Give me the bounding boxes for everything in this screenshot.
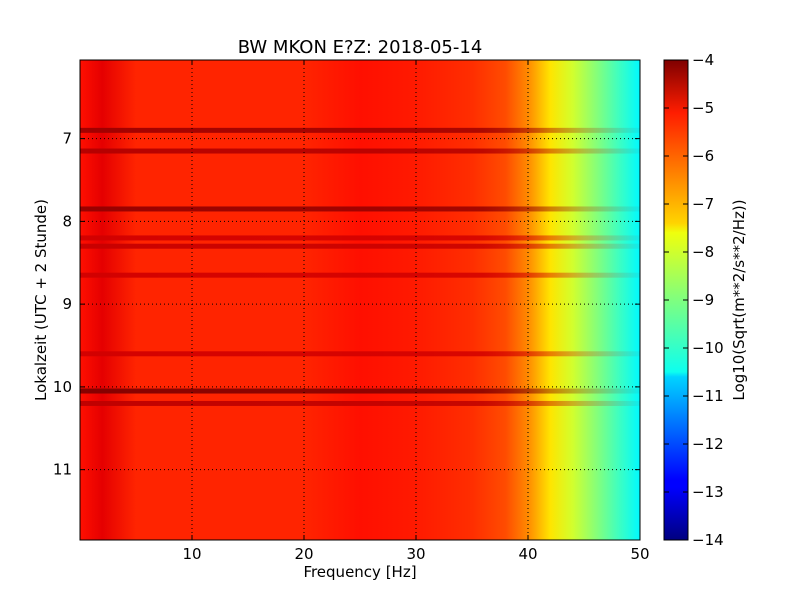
heatmap-band xyxy=(80,235,640,241)
plot-frame xyxy=(79,59,641,541)
spectrogram-bands xyxy=(80,127,640,406)
y-axis-label: Lokalzeit (UTC + 2 Stunde) xyxy=(32,199,50,401)
colorbar-ticks: −4 −5 −6 −7 −8 −9 −10 −11 −12 −13 −14 xyxy=(664,51,724,549)
spectrogram-heatmap xyxy=(80,60,640,540)
x-tick-label: 10 xyxy=(182,545,201,563)
colorbar-tick-label: −10 xyxy=(692,339,724,357)
y-tick-label: 10 xyxy=(53,378,72,396)
x-axis-label: Frequency [Hz] xyxy=(303,563,416,581)
x-tick-label: 30 xyxy=(406,545,425,563)
y-axis-ticks: 7 8 9 10 11 xyxy=(53,130,640,479)
heatmap-band xyxy=(80,272,640,278)
colorbar-tick-label: −6 xyxy=(692,147,714,165)
y-tick-label: 8 xyxy=(62,212,72,230)
x-axis-ticks: 10 20 30 40 50 xyxy=(182,60,650,563)
colorbar-tick-label: −11 xyxy=(692,387,724,405)
colorbar-tick-label: −4 xyxy=(692,51,714,69)
x-tick-label: 40 xyxy=(518,545,537,563)
plot-grid xyxy=(80,60,640,540)
heatmap-band xyxy=(80,400,640,406)
colorbar-tick-label: −7 xyxy=(692,195,714,213)
colorbar-tick-label: −8 xyxy=(692,243,714,261)
heatmap-band xyxy=(80,388,640,394)
y-tick-label: 11 xyxy=(53,461,72,479)
chart-title: BW MKON E?Z: 2018-05-14 xyxy=(238,37,483,58)
colorbar-tick-label: −9 xyxy=(692,291,714,309)
colorbar-tick-label: −12 xyxy=(692,435,724,453)
heatmap-band xyxy=(80,148,640,154)
heatmap-band xyxy=(80,243,640,249)
heatmap-base xyxy=(80,60,640,540)
y-tick-label: 9 xyxy=(62,295,72,313)
heatmap-band xyxy=(80,206,640,212)
colorbar-tick-label: −14 xyxy=(692,531,724,549)
y-tick-label: 7 xyxy=(62,130,72,148)
heatmap-band xyxy=(80,127,640,133)
x-tick-label: 20 xyxy=(294,545,313,563)
colorbar-label: Log10(Sqrt(m**2/s**2/Hz)) xyxy=(730,199,748,400)
colorbar-tick-label: −13 xyxy=(692,483,724,501)
heatmap-band xyxy=(80,351,640,357)
x-tick-label: 50 xyxy=(630,545,649,563)
colorbar-tick-label: −5 xyxy=(692,99,714,117)
